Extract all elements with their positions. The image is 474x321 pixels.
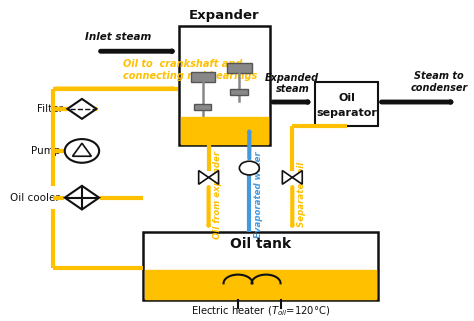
Polygon shape [67,99,96,119]
Polygon shape [65,186,99,210]
FancyBboxPatch shape [143,232,378,300]
Bar [227,63,252,73]
Text: Steam to
condenser: Steam to condenser [410,71,468,93]
Text: Oil: Oil [338,93,355,103]
Polygon shape [292,170,302,184]
Text: Pump: Pump [31,146,60,156]
Text: Expander: Expander [189,9,260,22]
Polygon shape [283,170,292,184]
Text: separator: separator [316,108,377,118]
FancyBboxPatch shape [179,26,270,145]
Bar [191,73,215,82]
Text: Electric heater ($T_{oil}$=120°C): Electric heater ($T_{oil}$=120°C) [191,304,330,318]
Text: Separated oil: Separated oil [297,162,306,227]
Circle shape [239,161,259,175]
Text: Expanded
steam: Expanded steam [265,73,319,94]
Bar [194,104,211,110]
FancyBboxPatch shape [315,82,378,126]
Text: Filter: Filter [37,104,63,114]
Polygon shape [209,170,219,184]
Text: Oil from expander: Oil from expander [213,151,222,239]
Circle shape [65,139,99,163]
Text: Inlet steam: Inlet steam [85,32,151,42]
Text: Oil to  crankshaft and
connecting rod bearings: Oil to crankshaft and connecting rod bea… [123,59,257,81]
Polygon shape [73,143,91,156]
Bar [181,117,268,144]
Text: Evaporated water: Evaporated water [254,151,263,238]
Text: Oil tank: Oil tank [230,237,291,251]
Bar [145,270,376,299]
Text: Oil cooler: Oil cooler [10,193,60,203]
Bar [230,89,247,95]
Polygon shape [199,170,209,184]
